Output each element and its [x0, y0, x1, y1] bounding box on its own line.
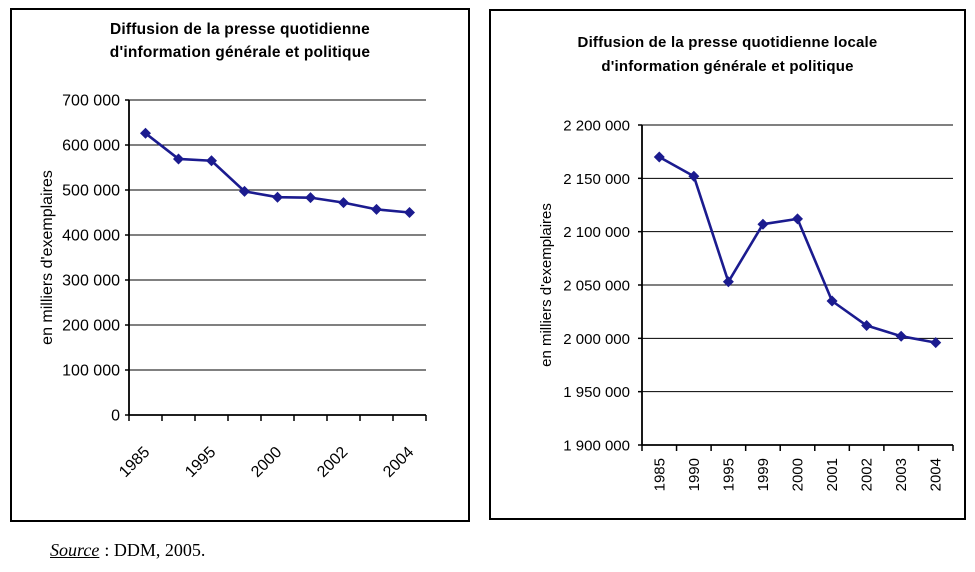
data-line [657, 155, 938, 344]
left-chart-title-line2: d'information générale et politique [109, 44, 371, 61]
y-tick-label: 300 000 [62, 273, 120, 290]
data-point-marker [338, 197, 349, 209]
x-tick-label-group: 1995 [720, 458, 737, 491]
y-tick-label: 600 000 [62, 138, 120, 155]
data-point-marker [239, 185, 250, 197]
x-tick-label-group: 2001 [824, 458, 841, 491]
data-point-marker [930, 337, 942, 349]
right-chart-canvas: 1 900 000 1 950 000 2 000 000 2 050 000 2 10… [538, 118, 954, 491]
x-tick-label: 1990 [686, 458, 703, 491]
y-tick-label: 0 [111, 408, 120, 425]
x-tick-label-group: 2000 [790, 458, 807, 491]
source-label: Source [50, 540, 100, 560]
y-axis-title: en milliers d'exemplaires [538, 203, 555, 367]
x-tick-label-group: 1985 [116, 444, 153, 481]
x-tick-label: 2002 [314, 444, 351, 481]
x-tick-label-group: 1990 [686, 458, 703, 491]
data-point-marker [757, 218, 769, 230]
data-point-marker [722, 276, 734, 288]
x-tick-label-group: 2004 [928, 458, 945, 491]
data-point-marker [173, 153, 184, 165]
source-text: : DDM, 2005. [104, 540, 206, 560]
x-tick-label-group: 1999 [755, 458, 772, 491]
x-tick-label-group: 2000 [248, 444, 285, 481]
data-point-marker [206, 155, 217, 167]
x-tick-label: 1995 [182, 444, 219, 481]
left-chart-title: Diffusion de la presse quotidienne d'inf… [12, 18, 468, 64]
y-tick-label: 200 000 [62, 318, 120, 335]
x-tick-label: 1985 [651, 458, 668, 491]
data-point-marker [861, 320, 873, 332]
x-tick-label: 2003 [893, 458, 910, 491]
y-tick-label: 100 000 [62, 363, 120, 380]
x-tick-label: 2000 [790, 458, 807, 491]
data-point-marker [140, 127, 151, 139]
y-tick-label: 2 050 000 [563, 278, 630, 295]
y-tick-label: 700 000 [62, 93, 120, 110]
x-tick-label-group: 2002 [859, 458, 876, 491]
x-tick-label: 2004 [928, 458, 945, 491]
y-tick-label: 2 000 000 [563, 331, 630, 348]
x-tick-label: 1985 [116, 444, 153, 481]
y-tick-label: 1 950 000 [563, 384, 630, 401]
y-tick-label: 2 200 000 [563, 118, 630, 135]
data-point-marker [404, 207, 415, 218]
right-chart-title-line1: Diffusion de la presse quotidienne local… [577, 34, 878, 51]
source-note: Source: DDM, 2005. [50, 540, 205, 561]
y-tick-label: 2 150 000 [563, 171, 630, 188]
data-point-marker [272, 191, 283, 203]
right-chart-title: Diffusion de la presse quotidienne local… [491, 31, 964, 79]
right-chart-title-line2: d'information générale et politique [601, 58, 854, 75]
left-chart-canvas: 0 100 000 200 000 300 000 400 000 500 000 600 … [39, 93, 427, 481]
x-tick-label: 1999 [755, 458, 772, 491]
x-tick-label: 1995 [720, 458, 737, 491]
y-tick-label: 500 000 [62, 183, 120, 200]
x-tick-label-group: 1985 [651, 458, 668, 491]
x-tick-label: 2004 [380, 444, 417, 481]
x-tick-label: 2002 [859, 458, 876, 491]
data-point-marker [688, 170, 700, 182]
x-tick-label-group: 2004 [380, 444, 417, 481]
y-tick-label: 400 000 [62, 228, 120, 245]
data-point-marker [895, 330, 907, 342]
data-point-marker [305, 192, 316, 204]
y-tick-label: 2 100 000 [563, 224, 630, 241]
x-tick-label-group: 2002 [314, 444, 351, 481]
x-tick-label: 2000 [248, 444, 285, 481]
y-axis-title-group: en milliers d'exemplaires [39, 170, 56, 345]
y-axis-title-group: en milliers d'exemplaires [538, 203, 555, 367]
left-chart-title-line1: Diffusion de la presse quotidienne [110, 21, 370, 38]
x-tick-label-group: 2003 [893, 458, 910, 491]
y-axis-title: en milliers d'exemplaires [39, 170, 56, 345]
data-point-marker [371, 203, 382, 215]
x-tick-label-group: 1995 [182, 444, 219, 481]
data-point-marker [826, 295, 838, 307]
data-point-marker [792, 213, 803, 225]
data-point-marker [653, 151, 665, 163]
y-tick-label: 1 900 000 [563, 438, 630, 455]
left-chart-panel: Diffusion de la presse quotidienne d'inf… [10, 8, 470, 522]
right-chart-panel: Diffusion de la presse quotidienne local… [489, 9, 966, 520]
x-tick-label: 2001 [824, 458, 841, 491]
